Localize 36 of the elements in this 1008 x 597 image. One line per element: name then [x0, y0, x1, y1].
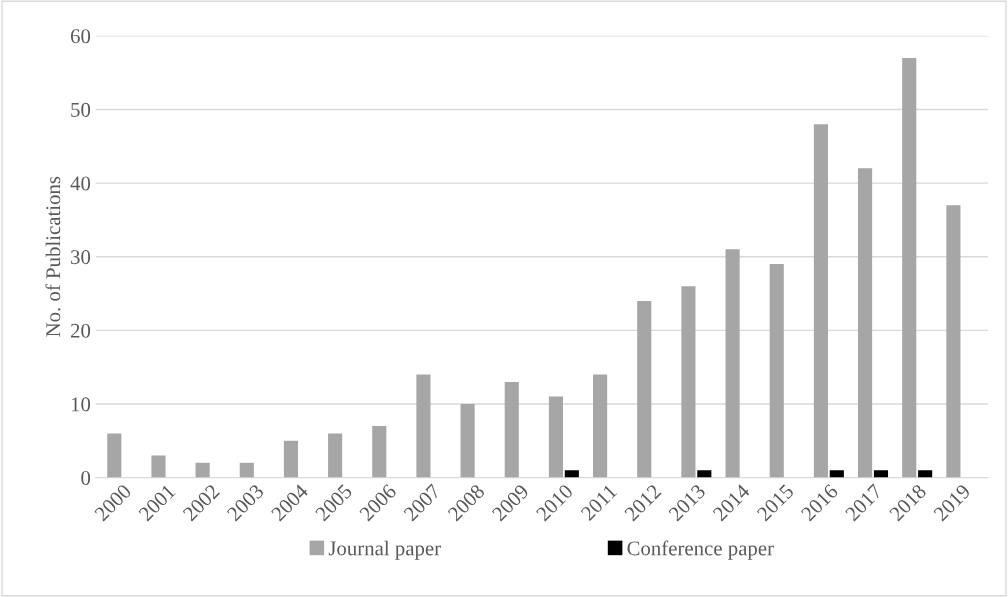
- bar: [564, 470, 579, 478]
- bar: [918, 470, 933, 478]
- bar: [593, 374, 608, 478]
- y-axis-title: No. of Publications: [45, 176, 61, 337]
- y-tick-label: 0: [81, 470, 91, 486]
- bar: [239, 462, 254, 478]
- legend-label: Journal paper: [328, 540, 441, 560]
- bar: [372, 426, 387, 478]
- bar: [195, 462, 210, 478]
- y-tick-label: 20: [70, 323, 91, 338]
- y-tick-label: 60: [70, 29, 91, 44]
- bar: [946, 205, 961, 478]
- bar: [902, 57, 917, 478]
- bar: [681, 286, 696, 478]
- bar: [725, 249, 740, 478]
- y-tick-label: 10: [71, 397, 91, 412]
- bar: [637, 300, 652, 478]
- bar: [813, 124, 828, 478]
- bar: [416, 374, 431, 478]
- bar: [283, 440, 299, 478]
- bar: [504, 381, 519, 478]
- bar: [328, 433, 343, 478]
- bar: [769, 264, 784, 478]
- bar: [107, 433, 122, 478]
- bar: [460, 403, 475, 478]
- y-tick-label: 30: [71, 250, 91, 265]
- bar: [697, 470, 712, 478]
- y-tick-label: 50: [71, 102, 91, 117]
- bar: [151, 455, 166, 478]
- x-tick-label: 2011: [580, 483, 618, 522]
- bar: [873, 470, 889, 478]
- bar: [548, 396, 563, 478]
- bar: [829, 470, 844, 478]
- y-tick-label: 40: [70, 176, 91, 191]
- bar: [858, 168, 873, 478]
- legend-label: Conference paper: [627, 540, 774, 560]
